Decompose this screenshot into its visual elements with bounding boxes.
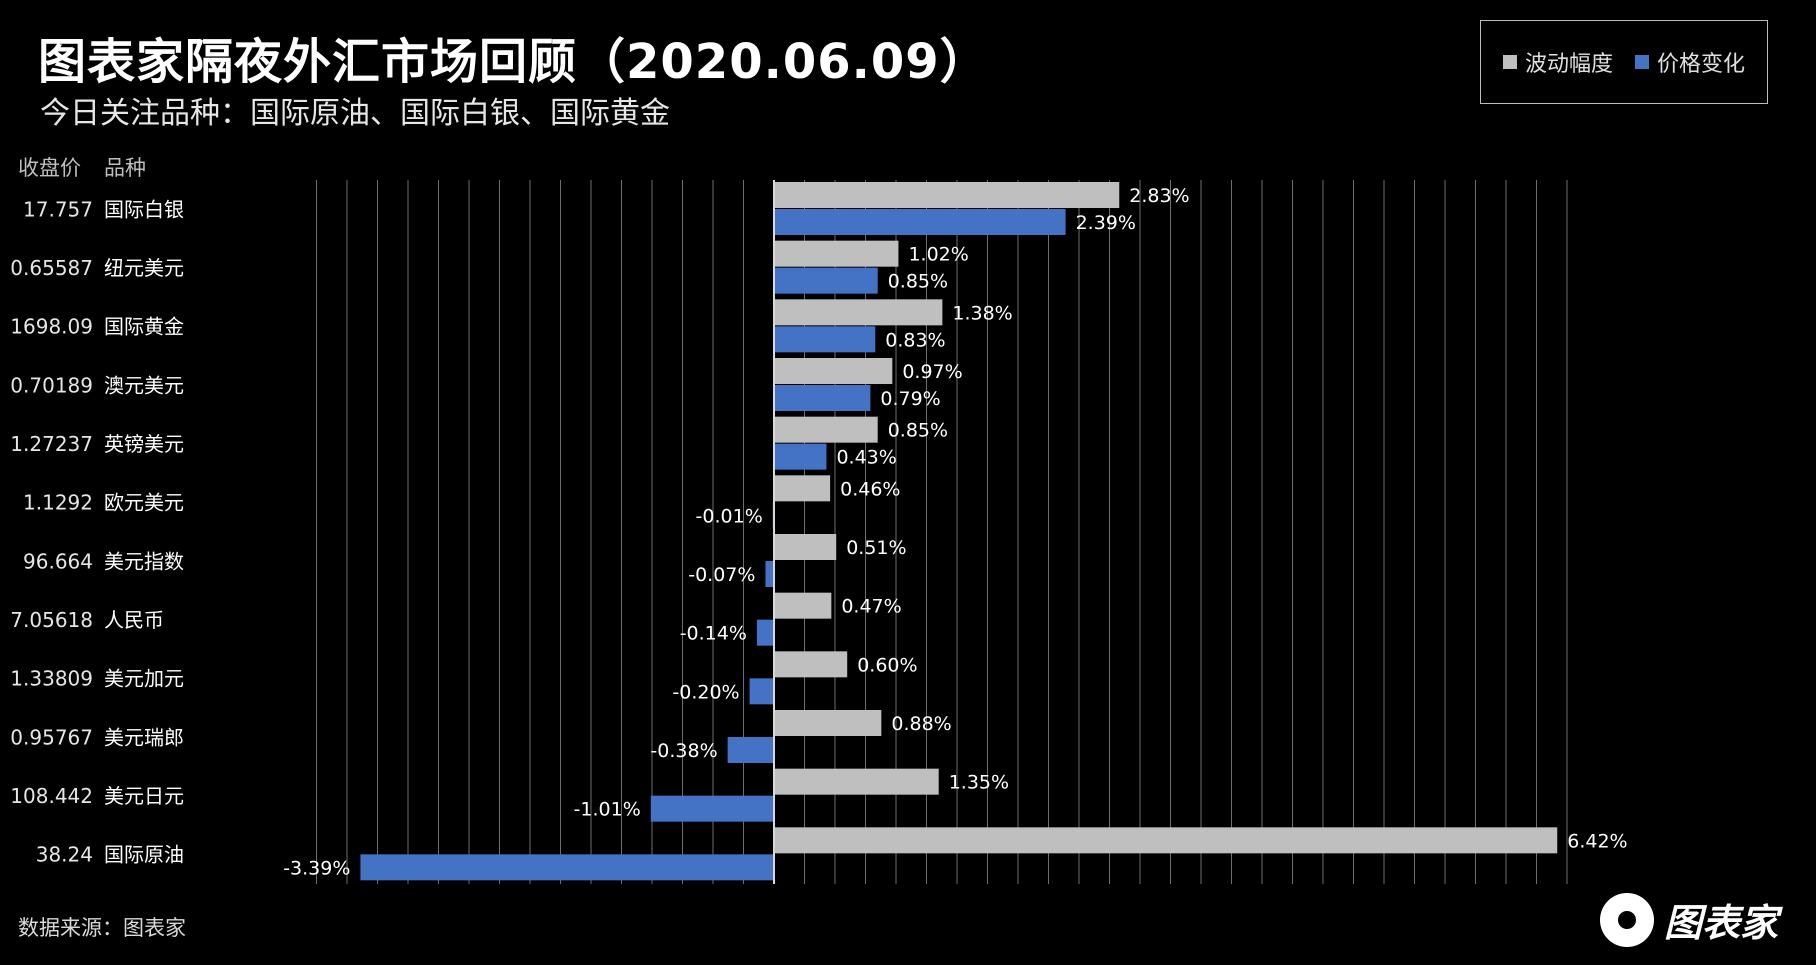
- data-label-volatility: 0.85%: [888, 420, 948, 442]
- close-price-label: 7.05618: [10, 608, 93, 632]
- bar-price-change: [774, 385, 871, 411]
- category-label: 人民币: [104, 608, 164, 632]
- data-label-volatility: 0.88%: [891, 713, 951, 735]
- brand-logo: 图表家: [1600, 892, 1778, 947]
- close-price-label: 38.24: [36, 843, 93, 867]
- bar-price-change: [756, 619, 774, 646]
- data-label-price-change: -0.20%: [672, 681, 739, 703]
- bar-volatility: [774, 710, 882, 736]
- data-label-price-change: -1.01%: [574, 799, 641, 821]
- bar-price-change: [650, 795, 774, 822]
- close-price-label: 1698.09: [10, 315, 93, 339]
- data-label-volatility: 1.02%: [908, 244, 968, 266]
- data-label-volatility: 2.83%: [1129, 185, 1189, 207]
- bar-volatility: [774, 240, 899, 267]
- bar-volatility: [774, 182, 1120, 208]
- bar-volatility: [774, 299, 943, 326]
- data-label-price-change: 0.43%: [836, 447, 896, 469]
- category-label: 英镑美元: [104, 432, 184, 456]
- data-label-volatility: 6.42%: [1567, 830, 1627, 852]
- bar-price-change: [774, 267, 878, 294]
- data-label-price-change: -3.39%: [283, 857, 350, 879]
- bar-volatility: [774, 592, 832, 619]
- bar-price-change: [360, 854, 774, 881]
- close-price-label: 1.33809: [10, 667, 93, 691]
- legend-item-volatility: 波动幅度: [1502, 46, 1613, 78]
- close-price-label: 17.757: [23, 197, 93, 221]
- category-label: 欧元美元: [104, 491, 184, 515]
- data-label-price-change: 0.83%: [885, 329, 945, 351]
- data-label-volatility: 0.47%: [841, 596, 901, 618]
- column-header-name: 品种: [104, 156, 146, 180]
- data-label-volatility: 0.46%: [840, 478, 900, 500]
- legend-swatch-price-change: [1635, 55, 1649, 69]
- bar-price-change: [774, 443, 827, 470]
- data-label-volatility: 0.51%: [846, 537, 906, 559]
- legend-item-price-change: 价格变化: [1635, 46, 1745, 78]
- logo-mark-icon: [1600, 892, 1654, 947]
- page-title: 图表家隔夜外汇市场回顾（2020.06.09）: [38, 34, 989, 90]
- category-label: 国际原油: [104, 843, 184, 867]
- close-price-label: 0.70189: [10, 373, 93, 397]
- data-label-volatility: 1.38%: [952, 302, 1012, 324]
- bar-volatility: [774, 651, 848, 678]
- data-label-price-change: 2.39%: [1076, 212, 1136, 234]
- column-header-close: 收盘价: [18, 156, 81, 180]
- data-label-price-change: -0.14%: [680, 623, 747, 645]
- data-label-volatility: 1.35%: [949, 772, 1009, 794]
- legend-label-price-change: 价格变化: [1657, 52, 1746, 77]
- chart-legend: 波动幅度 价格变化: [1480, 20, 1768, 104]
- data-label-price-change: 0.85%: [888, 271, 948, 293]
- bar-volatility: [774, 534, 837, 560]
- close-price-label: 0.65587: [10, 256, 93, 280]
- data-label-price-change: -0.07%: [688, 564, 755, 586]
- bar-price-change: [774, 209, 1066, 235]
- bar-volatility: [774, 475, 831, 502]
- close-price-label: 1.1292: [23, 491, 93, 515]
- page-subtitle: 今日关注品种：国际原油、国际白银、国际黄金: [40, 96, 670, 131]
- data-label-price-change: -0.01%: [696, 505, 763, 527]
- bar-volatility: [774, 768, 939, 795]
- data-label-price-change: 0.79%: [880, 388, 940, 410]
- bar-volatility: [774, 416, 878, 443]
- close-price-label: 96.664: [23, 549, 93, 573]
- category-label: 国际黄金: [104, 315, 184, 339]
- category-label: 美元瑞郎: [104, 725, 184, 749]
- close-price-label: 1.27237: [10, 432, 93, 456]
- category-label: 澳元美元: [104, 373, 184, 397]
- data-source: 数据来源：图表家: [18, 916, 186, 940]
- legend-label-volatility: 波动幅度: [1524, 52, 1613, 77]
- bar-price-change: [749, 678, 774, 705]
- bar-price-change: [774, 326, 876, 353]
- category-label: 纽元美元: [104, 256, 184, 280]
- bar-volatility: [774, 827, 1558, 854]
- data-label-volatility: 0.97%: [902, 361, 962, 383]
- category-label: 美元日元: [104, 784, 184, 808]
- data-label-volatility: 0.60%: [857, 654, 917, 676]
- close-price-label: 0.95767: [10, 725, 93, 749]
- bar-price-change: [727, 737, 774, 763]
- category-label: 国际白银: [104, 197, 184, 221]
- bar-price-change: [765, 561, 774, 587]
- close-price-label: 108.442: [10, 784, 93, 808]
- category-label: 美元加元: [104, 667, 184, 691]
- legend-swatch-volatility: [1502, 55, 1517, 69]
- bar-volatility: [774, 358, 893, 384]
- logo-text: 图表家: [1664, 901, 1779, 945]
- data-label-price-change: -0.38%: [650, 740, 717, 762]
- category-label: 美元指数: [104, 549, 184, 573]
